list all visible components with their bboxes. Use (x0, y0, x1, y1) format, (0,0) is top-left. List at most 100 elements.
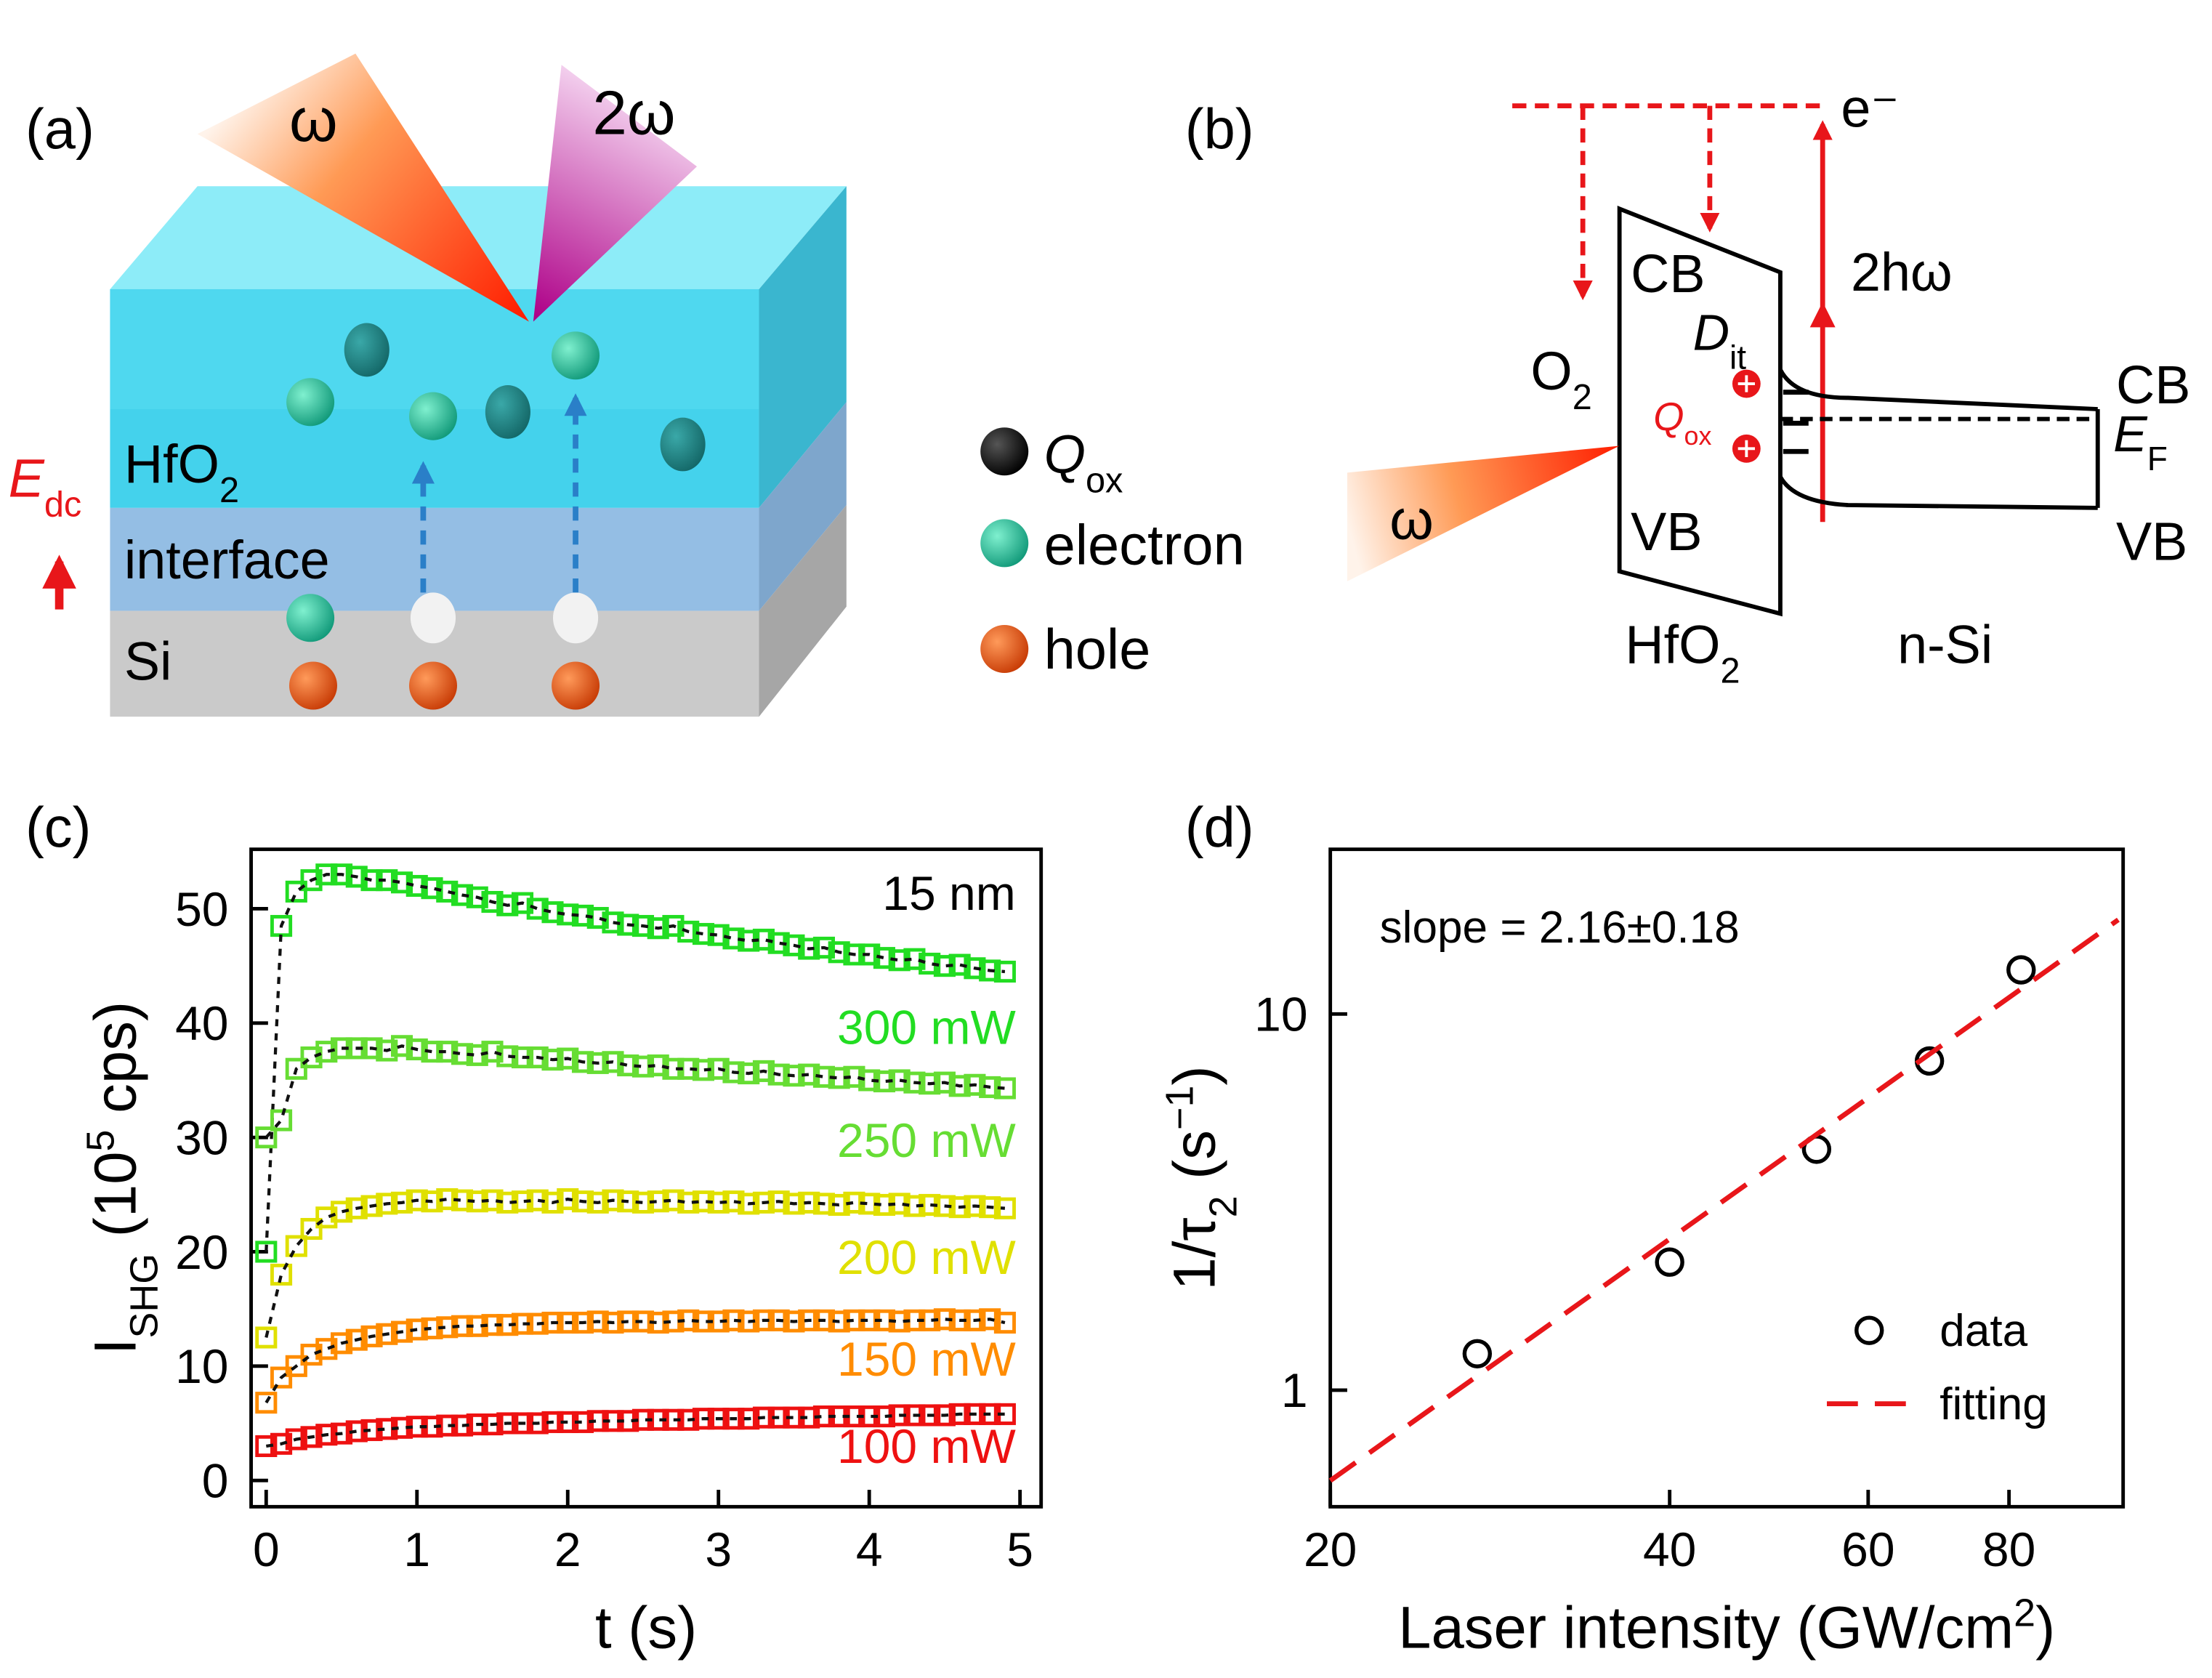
data-point (798, 1191, 820, 1214)
slab-top (110, 186, 847, 289)
data-point (330, 1037, 353, 1060)
panel-label: (d) (1185, 796, 1254, 859)
legend-dot (980, 625, 1029, 674)
text-part: (10 (82, 1151, 148, 1253)
data-point (738, 1062, 760, 1085)
beam-label: 2ω (592, 78, 675, 148)
series-label: 150 mW (837, 1332, 1016, 1386)
data-point (993, 1403, 1016, 1425)
legend-label: data (1939, 1306, 2027, 1356)
data-point (376, 1193, 398, 1215)
oxide-band (1617, 206, 1783, 617)
data-point (979, 1308, 1001, 1331)
data-point (933, 1404, 956, 1427)
series-label: 250 mW (837, 1113, 1016, 1167)
data-point (511, 1412, 534, 1435)
text-part: Q (1653, 395, 1684, 439)
data-point (964, 957, 986, 980)
data-point (496, 1412, 519, 1435)
data-point (376, 1039, 398, 1062)
data-point (255, 1126, 278, 1149)
data-point (767, 1309, 790, 1331)
data-point (798, 937, 820, 960)
field-label: Edc (9, 448, 82, 524)
band-label: VB (1631, 501, 1702, 562)
data-point (451, 884, 474, 906)
data-point (812, 936, 835, 959)
data-point (948, 1403, 971, 1425)
fit-line (265, 873, 1006, 1252)
data-point (481, 1041, 504, 1063)
y-tick-label: 30 (175, 1110, 228, 1164)
x-tick-label: 3 (705, 1522, 732, 1576)
band-label: O2 (1530, 341, 1591, 417)
band-label: CB (2116, 355, 2190, 415)
data-point (330, 1201, 353, 1223)
x-axis-label: t (s) (595, 1594, 697, 1661)
text-part: Laser intensity (GW/cm (1398, 1594, 2014, 1661)
electron (552, 331, 600, 380)
data-point (526, 898, 549, 920)
beam-omega (1347, 445, 1620, 581)
data-point (783, 1310, 805, 1333)
text-part: dc (44, 485, 81, 524)
data-point (752, 1060, 775, 1082)
si-vb (1778, 475, 2098, 510)
legend-label: hole (1044, 618, 1151, 681)
text-part: it (1729, 338, 1746, 376)
data-point (993, 1197, 1016, 1219)
data-point (270, 1366, 293, 1389)
hole (552, 661, 600, 710)
text-part: 2 (1573, 378, 1592, 417)
text-part: SHG (122, 1254, 166, 1339)
series-label: 300 mW (837, 1001, 1016, 1054)
data-point (315, 1041, 338, 1063)
x-tick-label: 1 (403, 1522, 430, 1576)
data-point (541, 1049, 564, 1071)
y-axis-label: ISHG (105 cps) (78, 1001, 166, 1355)
data-point (255, 1326, 278, 1349)
text-part: E (9, 448, 45, 508)
data-point (496, 894, 519, 916)
text-part: E (2113, 406, 2148, 462)
legend-label: electron (1044, 515, 1245, 577)
data-point (315, 1338, 338, 1360)
layer-label: interface (124, 530, 330, 590)
text-part: ) (1161, 1065, 1227, 1085)
panel-a (42, 53, 1029, 717)
electron (408, 392, 457, 440)
x-tick-label: 60 (1841, 1522, 1894, 1576)
data-point (557, 1047, 579, 1070)
annotation: 15 nm (882, 866, 1015, 920)
data-point (255, 1435, 278, 1457)
hole (408, 661, 457, 710)
data-point (360, 1195, 383, 1217)
legend-dot (980, 427, 1029, 476)
legend-dot (980, 519, 1029, 568)
band-label: CB (1631, 243, 1705, 304)
x-tick-label: 5 (1006, 1522, 1033, 1576)
data-point (285, 1235, 307, 1257)
data-point (993, 1311, 1016, 1334)
data-point (798, 1309, 820, 1331)
excitation-arrowhead (1809, 302, 1836, 328)
data-point (270, 1263, 293, 1286)
slab-side (759, 186, 847, 508)
slab-side (759, 504, 847, 717)
data-point (993, 1077, 1016, 1100)
text-part: 1/τ (1161, 1217, 1227, 1290)
data-point (390, 1191, 413, 1214)
x-tick-label: 80 (1982, 1522, 2035, 1576)
text-part: 2 (1721, 651, 1740, 690)
hole-empty (410, 592, 456, 644)
data-point (255, 1241, 278, 1263)
y-tick-label: 10 (1254, 988, 1307, 1041)
beam-omega (197, 53, 530, 322)
plus (1737, 440, 1756, 457)
data-point (285, 1355, 307, 1377)
data-point (511, 892, 534, 914)
data-point (662, 915, 685, 937)
text-part: I (82, 1338, 148, 1355)
text-part: ox (1086, 461, 1123, 500)
